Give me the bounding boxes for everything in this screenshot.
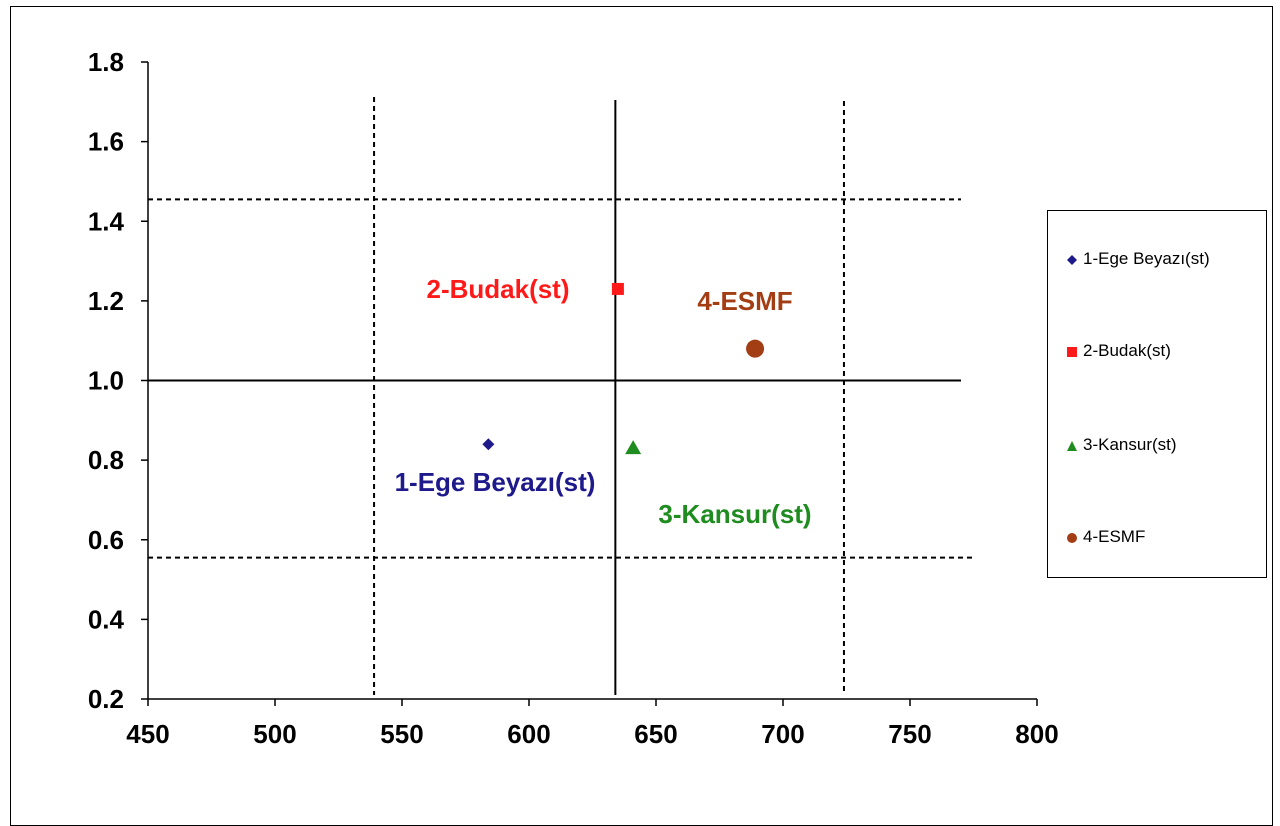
x-tick-label: 650	[634, 719, 677, 749]
x-tick-label: 800	[1015, 719, 1058, 749]
legend-label: 1-Ege Beyazı(st)	[1083, 249, 1210, 268]
y-tick-label: 1.4	[88, 206, 125, 236]
triangle-marker-icon	[1066, 439, 1078, 451]
square-marker-icon	[1066, 345, 1078, 357]
x-tick-label: 500	[253, 719, 296, 749]
x-tick-label: 450	[126, 719, 169, 749]
point-label: 1-Ege Beyazı(st)	[395, 467, 596, 497]
legend-label: 2-Budak(st)	[1083, 341, 1171, 360]
y-tick-label: 0.8	[88, 445, 124, 475]
y-tick-label: 0.4	[88, 604, 125, 634]
y-tick-label: 1.8	[88, 47, 124, 77]
y-tick-label: 1.0	[88, 366, 124, 396]
circle-marker-icon	[1066, 531, 1078, 543]
y-tick-label: 1.2	[88, 286, 124, 316]
x-tick-label: 750	[888, 719, 931, 749]
legend-item-budak: 2-Budak(st)	[1066, 339, 1171, 363]
point-label: 4-ESMF	[697, 286, 792, 316]
point-label: 3-Kansur(st)	[658, 499, 811, 529]
data-point-diamond	[482, 438, 495, 451]
legend-label: 4-ESMF	[1083, 527, 1146, 546]
x-tick-label: 600	[507, 719, 550, 749]
x-tick-label: 700	[761, 719, 804, 749]
y-tick-label: 0.6	[88, 525, 124, 555]
y-tick-label: 0.2	[88, 684, 124, 714]
data-point-square	[611, 282, 624, 295]
legend-label: 3-Kansur(st)	[1083, 435, 1177, 454]
diamond-marker-icon	[1066, 253, 1078, 265]
y-tick-label: 1.6	[88, 127, 124, 157]
legend-item-kansur: 3-Kansur(st)	[1066, 433, 1177, 457]
legend-item-esmf: 4-ESMF	[1066, 525, 1145, 549]
point-label: 2-Budak(st)	[426, 274, 569, 304]
data-point-triangle	[625, 440, 642, 455]
legend-item-ege-beyazi: 1-Ege Beyazı(st)	[1066, 247, 1210, 271]
x-tick-label: 550	[380, 719, 423, 749]
legend: 1-Ege Beyazı(st) 2-Budak(st) 3-Kansur(st…	[1047, 210, 1267, 578]
data-point-circle	[746, 339, 765, 358]
